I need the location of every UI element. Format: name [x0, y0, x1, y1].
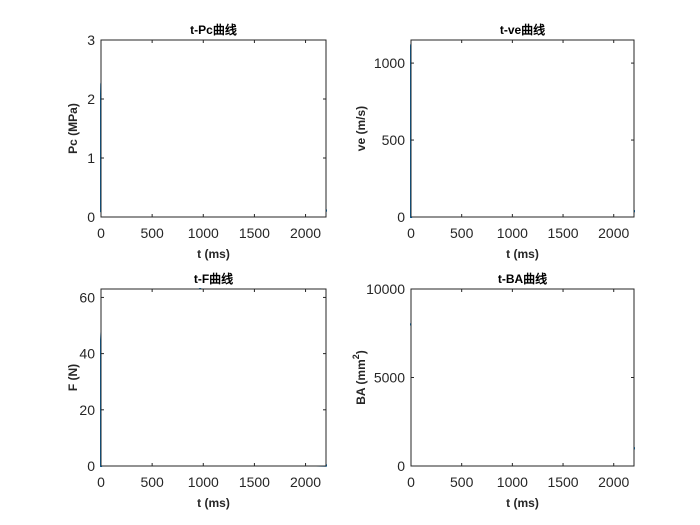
x-tick-label: 2000: [290, 225, 321, 241]
y-tick-label: 0: [87, 458, 95, 474]
x-tick-label: 1000: [188, 474, 219, 490]
y-tick-label: 0: [397, 458, 405, 474]
y-axis-label: ve (m/s): [354, 106, 368, 151]
y-tick-label: 0: [87, 209, 95, 225]
subplot-f: 0 500 1000 1500 2000 0 20 40 60 t-F曲线 t (ms) F (N): [66, 271, 327, 510]
y-tick-label: 60: [79, 289, 95, 305]
subplot-ve: 0 500 1000 1500 2000 0 500 1000 t-ve曲线 t (ms) ve (…: [354, 22, 635, 261]
x-axis-label: t (ms): [197, 496, 230, 510]
y-tick-label: 1: [87, 150, 95, 166]
y-tick-label: 3: [87, 32, 95, 48]
y-tick-label: 20: [79, 402, 95, 418]
chart-title: t-ve曲线: [500, 22, 545, 37]
x-axis-label: t (ms): [506, 247, 539, 261]
x-tick-label: 1500: [547, 474, 578, 490]
y-tick-label: 10000: [366, 281, 405, 297]
chart-title: t-F曲线: [194, 271, 233, 286]
subplot-pc: 0 500 1000 1500 2000 0 1 2 3 t-Pc曲线 t (ms) Pc (MPa): [66, 22, 327, 261]
y-tick-label: 40: [79, 346, 95, 362]
x-axis-label: t (ms): [506, 496, 539, 510]
x-tick-label: 1500: [239, 474, 270, 490]
axes-box: [410, 39, 635, 218]
x-tick-label: 1000: [497, 474, 528, 490]
x-tick-label: 0: [407, 225, 415, 241]
y-tick-label: 2: [87, 91, 95, 107]
x-tick-label: 1500: [239, 225, 270, 241]
y-tick-label: 500: [382, 132, 406, 148]
x-tick-label: 2000: [598, 474, 629, 490]
chart-title: t-BA曲线: [498, 271, 547, 286]
x-tick-label: 0: [407, 474, 415, 490]
x-tick-label: 1500: [547, 225, 578, 241]
x-tick-label: 2000: [598, 225, 629, 241]
y-axis-label: BA (mm2): [351, 350, 368, 405]
y-axis-label: F (N): [66, 364, 80, 391]
x-tick-label: 0: [97, 225, 105, 241]
x-tick-label: 500: [450, 225, 474, 241]
x-tick-label: 2000: [290, 474, 321, 490]
axes-box: [100, 39, 327, 218]
x-tick-label: 500: [140, 474, 164, 490]
y-tick-label: 5000: [374, 370, 405, 386]
y-tick-label: 0: [397, 209, 405, 225]
y-tick-label: 1000: [374, 55, 405, 71]
x-tick-label: 500: [140, 225, 164, 241]
axes-box: [410, 288, 635, 467]
axes-box: [100, 288, 327, 467]
chart-title: t-Pc曲线: [190, 22, 237, 37]
x-tick-label: 500: [450, 474, 474, 490]
y-axis-label: Pc (MPa): [66, 103, 80, 154]
x-axis-label: t (ms): [197, 247, 230, 261]
x-tick-label: 0: [97, 474, 105, 490]
subplot-ba: 0 500 1000 1500 2000 0 5000 10000 t-BA曲线 t (ms) BA…: [351, 271, 635, 510]
x-tick-label: 1000: [188, 225, 219, 241]
x-tick-label: 1000: [497, 225, 528, 241]
